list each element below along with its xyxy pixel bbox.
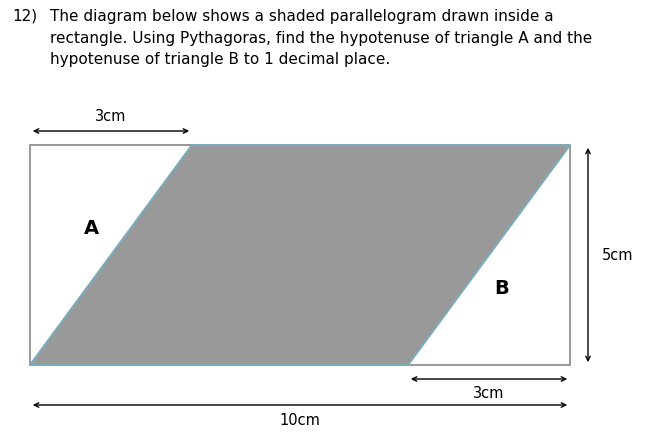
Text: 10cm: 10cm [280,413,320,428]
Polygon shape [30,145,570,365]
Text: A: A [84,219,99,238]
Text: B: B [495,278,509,297]
Text: The diagram below shows a shaded parallelogram drawn inside a
rectangle. Using P: The diagram below shows a shaded paralle… [50,9,592,67]
Text: 3cm: 3cm [95,109,127,124]
Text: 5cm: 5cm [602,247,634,262]
Polygon shape [30,145,570,365]
Text: 12): 12) [12,9,37,24]
Text: 3cm: 3cm [473,386,505,401]
